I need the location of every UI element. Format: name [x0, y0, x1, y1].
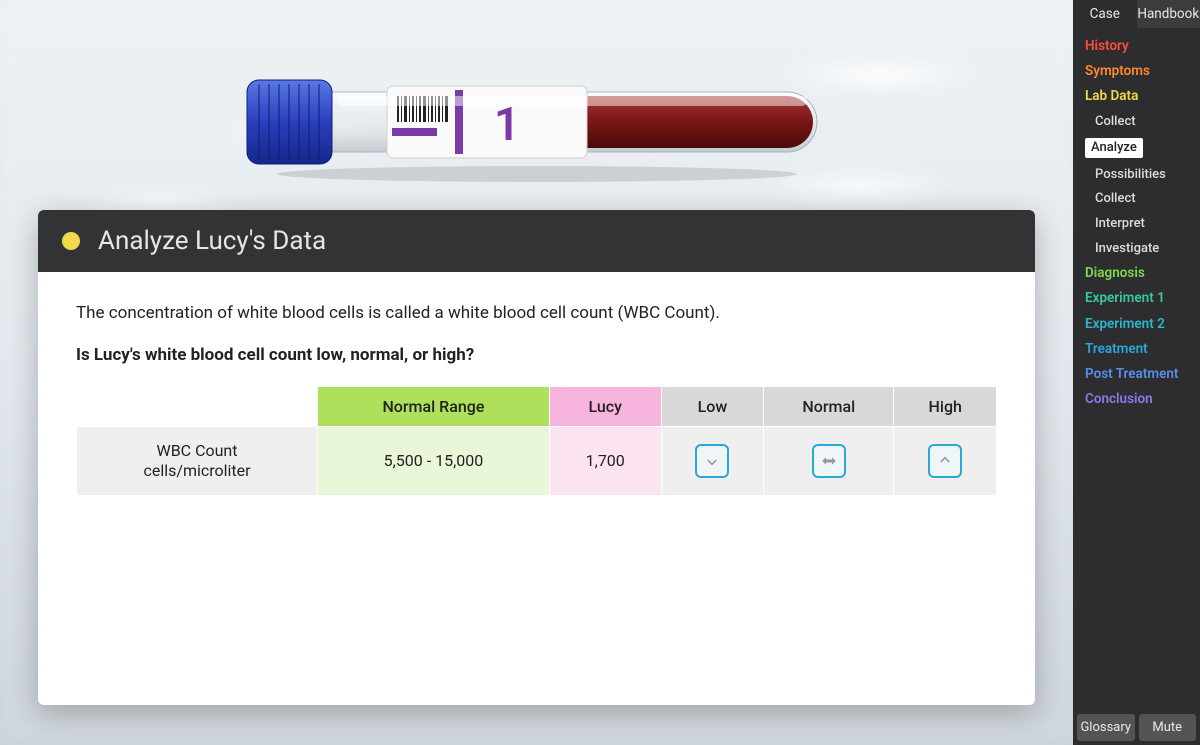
- arrow-up-icon: [936, 452, 954, 470]
- subnav-investigate[interactable]: Investigate: [1085, 241, 1190, 257]
- section-dot-icon: [62, 232, 80, 250]
- col-low: Low: [662, 387, 764, 426]
- intro-text: The concentration of white blood cells i…: [76, 302, 997, 326]
- nav-conclusion[interactable]: Conclusion: [1085, 391, 1190, 407]
- nav-experiment-1[interactable]: Experiment 1: [1085, 290, 1190, 306]
- nav-treatment[interactable]: Treatment: [1085, 341, 1190, 357]
- question-text: Is Lucy's white blood cell count low, no…: [76, 344, 997, 368]
- nav-diagnosis[interactable]: Diagnosis: [1085, 265, 1190, 281]
- sidebar-tabs: Case Handbook: [1073, 0, 1200, 28]
- card-header: Analyze Lucy's Data: [38, 210, 1035, 272]
- col-high: High: [894, 387, 996, 426]
- subnav-possibilities[interactable]: Possibilities: [1085, 167, 1190, 183]
- arrow-down-icon: [703, 452, 721, 470]
- nav-lab-data[interactable]: Lab Data: [1085, 88, 1190, 104]
- mute-button[interactable]: Mute: [1139, 714, 1197, 741]
- choice-normal-button[interactable]: [812, 444, 846, 478]
- tube-number: 1: [493, 98, 519, 152]
- tab-case[interactable]: Case: [1073, 0, 1137, 28]
- row-label: WBC Count cells/microliter: [77, 427, 317, 495]
- arrow-left-right-icon: [820, 452, 838, 470]
- subnav-analyze[interactable]: Analyze: [1085, 138, 1143, 158]
- test-tube-image: 1: [237, 62, 837, 182]
- subnav-interpret[interactable]: Interpret: [1085, 216, 1190, 232]
- col-normal: Normal: [764, 387, 893, 426]
- wbc-table: Normal Range Lucy Low Normal High WBC Co…: [76, 386, 997, 496]
- glossary-button[interactable]: Glossary: [1077, 714, 1135, 741]
- card-body: The concentration of white blood cells i…: [38, 272, 1035, 526]
- choice-low-button[interactable]: [695, 444, 729, 478]
- subnav-collect[interactable]: Collect: [1085, 114, 1190, 130]
- analysis-card: Analyze Lucy's Data The concentration of…: [38, 210, 1035, 705]
- lucy-value: 1,700: [550, 427, 661, 495]
- nav-post-treatment[interactable]: Post Treatment: [1085, 366, 1190, 382]
- tab-handbook[interactable]: Handbook: [1137, 0, 1200, 28]
- card-title: Analyze Lucy's Data: [98, 226, 326, 256]
- col-lucy: Lucy: [550, 387, 661, 426]
- choice-high-button[interactable]: [928, 444, 962, 478]
- lab-stage: 1 Analyze Lucy's Data: [0, 0, 1073, 745]
- nav-history[interactable]: History: [1085, 38, 1190, 54]
- subnav-collect[interactable]: Collect: [1085, 191, 1190, 207]
- col-normal-range: Normal Range: [318, 387, 549, 426]
- nav-experiment-2[interactable]: Experiment 2: [1085, 316, 1190, 332]
- sidebar-nav: History Symptoms Lab Data Collect Analyze Pos…: [1073, 28, 1200, 710]
- sidebar: Case Handbook History Symptoms Lab Data Col…: [1073, 0, 1200, 745]
- normal-range-value: 5,500 - 15,000: [318, 427, 549, 495]
- nav-symptoms[interactable]: Symptoms: [1085, 63, 1190, 79]
